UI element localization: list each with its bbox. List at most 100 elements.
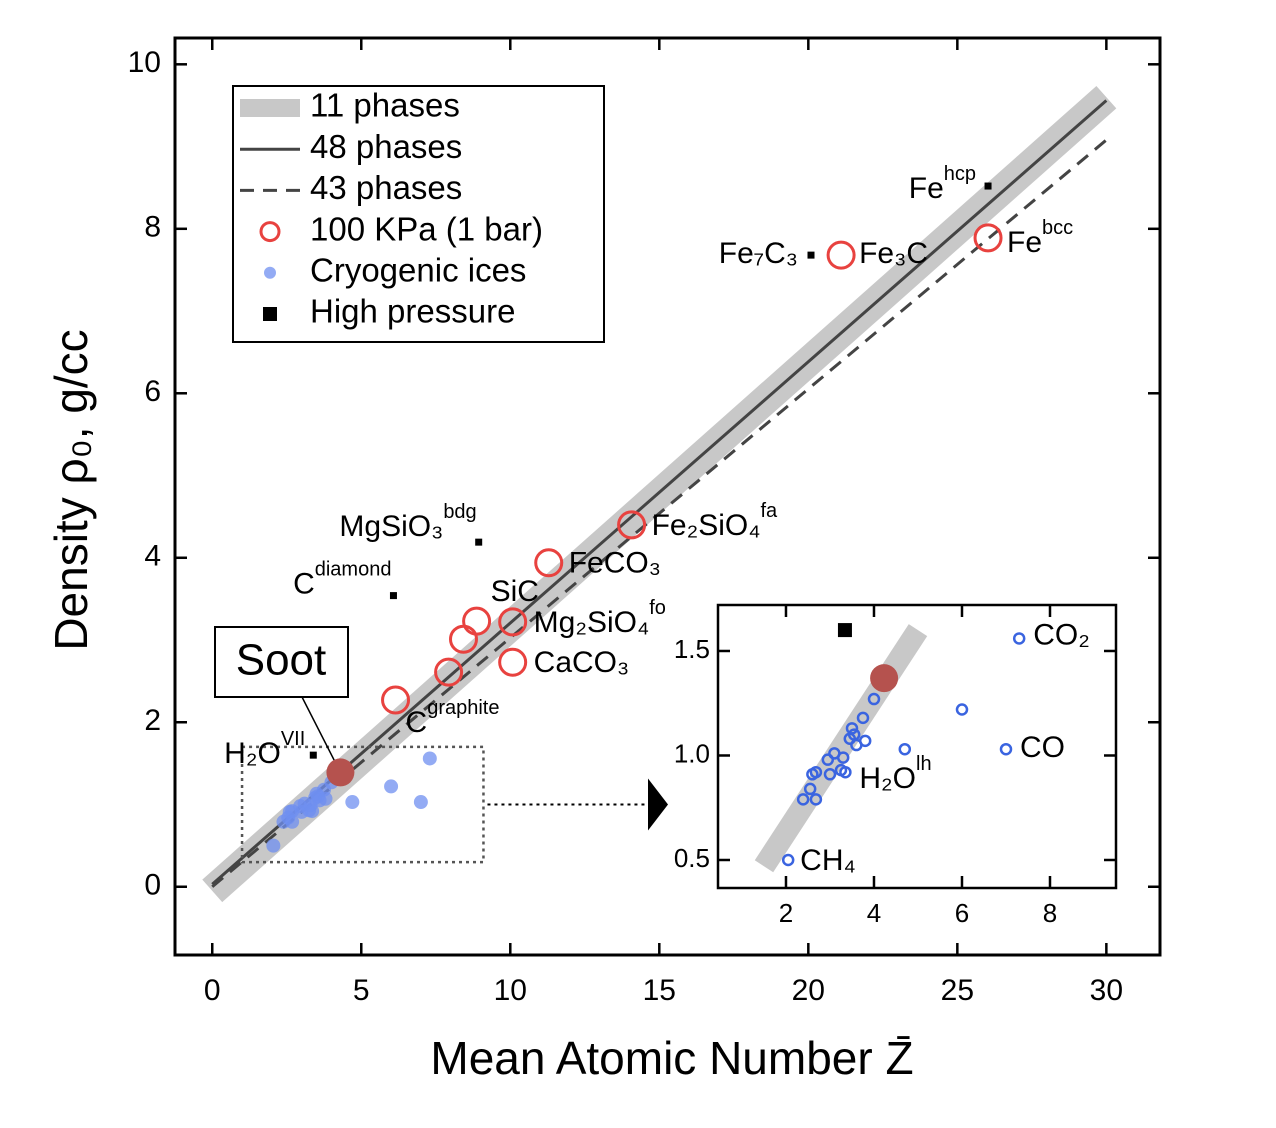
x-tick-label: 15 — [643, 974, 676, 1007]
point — [498, 607, 528, 637]
label-text: Mg₂SiO₄ — [534, 606, 650, 639]
y-tick-label: 0 — [144, 869, 161, 902]
point-label: CH₄ — [800, 844, 856, 877]
label-sup: lh — [916, 753, 932, 775]
point — [826, 240, 856, 270]
legend-marker — [263, 307, 277, 321]
highlight-point — [326, 758, 355, 787]
x-tick-label: 4 — [867, 898, 881, 928]
point — [867, 692, 881, 706]
point — [434, 657, 464, 687]
frame — [173, 36, 1162, 957]
point — [821, 753, 835, 766]
x-tick-label: 2 — [779, 898, 793, 928]
point-label: Fe₂SiO₄fa — [652, 500, 778, 542]
point-label: Fehcp — [909, 163, 976, 205]
point — [617, 510, 647, 540]
label-sup: fa — [761, 500, 779, 522]
point — [839, 765, 852, 779]
point — [823, 768, 837, 781]
point — [999, 742, 1013, 756]
point-label: Cgraphite — [406, 697, 500, 739]
point-label: Fe₇C₃ — [719, 237, 798, 270]
point — [858, 734, 872, 748]
point-label: MgSiO₃bdg — [339, 501, 476, 543]
fit-line — [211, 138, 1108, 888]
label-sup: bdg — [443, 501, 476, 523]
point — [318, 791, 333, 806]
label-sup: VII — [281, 728, 305, 750]
point — [898, 742, 912, 756]
point-label: H₂OVII — [224, 728, 305, 770]
point-label: SiC — [491, 575, 539, 608]
point — [973, 223, 1003, 253]
point — [381, 685, 411, 715]
legend-label: High pressure — [310, 293, 515, 330]
y-tick-label: 8 — [144, 211, 161, 244]
point-label: CO — [1020, 731, 1065, 764]
point — [305, 804, 320, 819]
callout-line — [301, 696, 342, 773]
label-text: MgSiO₃ — [339, 510, 443, 543]
point — [781, 853, 795, 867]
label-sup: diamond — [315, 559, 392, 581]
point — [984, 182, 992, 190]
y-tick-label: 6 — [144, 375, 161, 408]
point — [803, 782, 817, 796]
point — [796, 793, 810, 806]
label-text: FeCO₃ — [569, 547, 661, 580]
point — [498, 647, 528, 677]
point — [955, 703, 969, 716]
x-tick-label: 25 — [941, 974, 974, 1007]
label-sup: bcc — [1042, 217, 1073, 239]
y-tick-label: 1.5 — [674, 634, 710, 664]
point — [837, 623, 852, 638]
legend-box — [232, 85, 605, 343]
label-text: H₂O — [224, 737, 281, 770]
point — [413, 795, 428, 810]
y-tick-label: 0.5 — [674, 843, 710, 873]
point — [462, 606, 492, 636]
point-label: Fe₃C — [859, 237, 928, 270]
label-text: CaCO₃ — [534, 646, 630, 679]
legend-label: 100 KPa (1 bar) — [310, 210, 543, 247]
y-tick-label: 2 — [144, 704, 161, 737]
label-text: Fe — [909, 172, 944, 205]
fit-line — [211, 99, 1108, 886]
main-chart: 0 5 10 15 20 25 30 0 2 4 6 8 10 Soot Cgraphite SiCMg₂Si… — [45, 36, 1162, 1084]
y-axis-title: Density ρ₀, g/cc — [45, 329, 97, 650]
point — [475, 538, 483, 546]
label-text: SiC — [491, 575, 539, 608]
point — [1012, 632, 1026, 645]
point-label: FeCO₃ — [569, 547, 661, 580]
label-text: Fe — [1007, 226, 1042, 259]
point-label: CaCO₃ — [534, 646, 630, 679]
point — [845, 722, 859, 735]
label-sup: hcp — [944, 163, 976, 185]
plot-content — [754, 623, 1026, 873]
label-text: CH₄ — [800, 844, 856, 877]
legend-label: 48 phases — [310, 128, 462, 165]
point — [836, 751, 850, 764]
label-text: C — [406, 706, 428, 739]
label-text: CO — [1020, 731, 1065, 764]
label-sup: fo — [649, 597, 666, 619]
y-tick-label: 1.0 — [674, 738, 710, 768]
legend-marker — [264, 266, 276, 279]
legend-label: 43 phases — [310, 169, 462, 206]
x-tick-label: 20 — [792, 974, 825, 1007]
point — [534, 548, 564, 578]
plot-content — [202, 85, 1117, 903]
point — [422, 751, 437, 766]
point — [309, 751, 317, 759]
y-tick-label: 4 — [144, 540, 161, 573]
label-text: Fe₃C — [859, 237, 928, 270]
x-tick-label: 5 — [353, 974, 370, 1007]
point — [807, 251, 815, 259]
point — [809, 765, 823, 779]
label-text: Fe₇C₃ — [719, 237, 798, 270]
point-label: CO₂ — [1033, 618, 1090, 651]
label-text: C — [293, 568, 315, 601]
x-tick-label: 8 — [1043, 898, 1057, 928]
